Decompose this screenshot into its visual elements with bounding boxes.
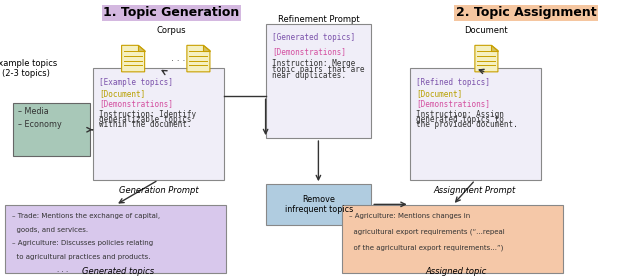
Text: Document: Document: [465, 26, 508, 35]
FancyBboxPatch shape: [5, 205, 226, 273]
Polygon shape: [138, 45, 145, 50]
Text: Instruction: Identify: Instruction: Identify: [99, 110, 196, 119]
Polygon shape: [204, 45, 210, 50]
Text: – Agriculture: Discusses policies relating: – Agriculture: Discusses policies relati…: [12, 240, 153, 246]
Text: [Example topics]: [Example topics]: [99, 78, 173, 87]
Text: [Refined topics]: [Refined topics]: [416, 78, 490, 87]
FancyBboxPatch shape: [410, 68, 541, 180]
Text: [Document]: [Document]: [99, 89, 145, 98]
Text: [Demonstrations]: [Demonstrations]: [272, 47, 346, 56]
FancyBboxPatch shape: [342, 205, 563, 273]
Text: Generated topics: Generated topics: [83, 267, 154, 276]
Text: [Demonstrations]: [Demonstrations]: [99, 99, 173, 108]
Text: 1. Topic Generation: 1. Topic Generation: [104, 6, 239, 19]
Text: generated topics to: generated topics to: [416, 115, 504, 124]
Text: – Trade: Mentions the exchange of capital,: – Trade: Mentions the exchange of capita…: [12, 213, 159, 220]
Polygon shape: [475, 45, 498, 72]
Text: near duplicates.: near duplicates.: [272, 71, 346, 80]
FancyBboxPatch shape: [266, 24, 371, 138]
Text: the provided document.: the provided document.: [416, 120, 518, 129]
Polygon shape: [492, 45, 498, 50]
Text: 2. Topic Assignment: 2. Topic Assignment: [456, 6, 596, 19]
FancyBboxPatch shape: [13, 103, 90, 156]
Text: – Media
– Economy: – Media – Economy: [18, 107, 61, 129]
Text: Instruction: Assign: Instruction: Assign: [416, 110, 504, 119]
Polygon shape: [122, 45, 145, 72]
Text: . . .: . . .: [12, 267, 68, 273]
Text: [Generated topics]: [Generated topics]: [272, 33, 355, 42]
Text: of the agricultural export requirements...”): of the agricultural export requirements.…: [349, 244, 503, 251]
Text: Instruction: Merge: Instruction: Merge: [272, 59, 355, 68]
Text: [Document]: [Document]: [416, 89, 462, 98]
Text: Generation Prompt: Generation Prompt: [119, 186, 198, 194]
Text: Remove
infrequent topics: Remove infrequent topics: [285, 194, 353, 214]
Text: Refinement Prompt: Refinement Prompt: [278, 15, 360, 24]
Text: Corpus: Corpus: [157, 26, 186, 35]
Text: Example topics
(2-3 topics): Example topics (2-3 topics): [0, 59, 58, 78]
Text: . . .: . . .: [171, 54, 185, 63]
Text: Assigned topic: Assigned topic: [425, 267, 486, 276]
Text: – Agriculture: Mentions changes in: – Agriculture: Mentions changes in: [349, 213, 470, 220]
FancyBboxPatch shape: [93, 68, 224, 180]
Text: Assignment Prompt: Assignment Prompt: [434, 186, 516, 194]
Text: within the document.: within the document.: [99, 120, 192, 129]
Text: generalizable topics: generalizable topics: [99, 115, 192, 124]
Text: to agricultural practices and products.: to agricultural practices and products.: [12, 254, 150, 260]
Text: [Demonstrations]: [Demonstrations]: [416, 99, 490, 108]
FancyBboxPatch shape: [266, 184, 371, 225]
Text: goods, and services.: goods, and services.: [12, 227, 88, 233]
Text: agricultural export requirements (“...repeal: agricultural export requirements (“...re…: [349, 229, 504, 235]
Polygon shape: [187, 45, 210, 72]
Text: topic pairs that are: topic pairs that are: [272, 65, 365, 74]
